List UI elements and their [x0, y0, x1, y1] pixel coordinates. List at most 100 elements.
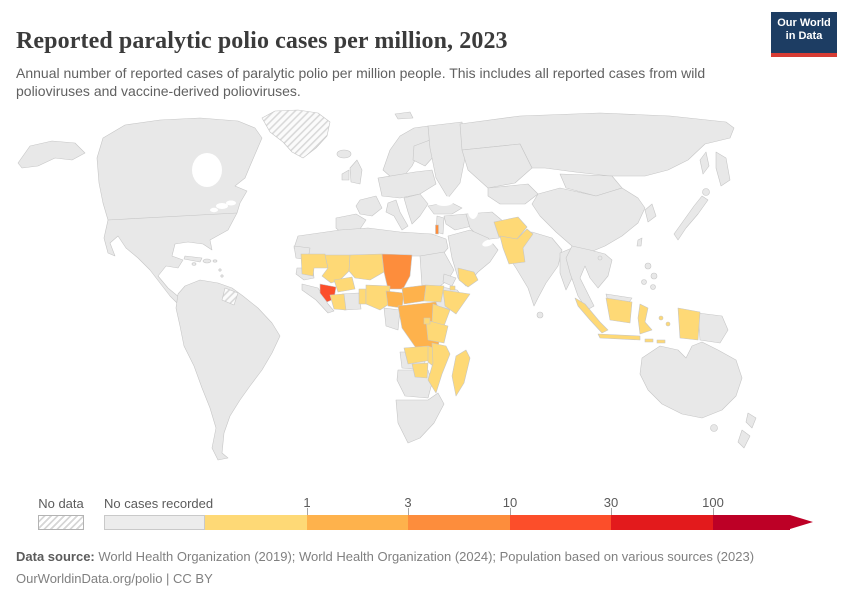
island-antilles[interactable] — [220, 274, 224, 278]
country-korea[interactable] — [644, 203, 657, 223]
country-japan[interactable] — [673, 195, 709, 241]
country-israel[interactable] — [435, 224, 439, 235]
world-map — [0, 108, 850, 488]
country-greenland[interactable] — [261, 109, 331, 159]
island-hispaniola[interactable] — [202, 258, 212, 264]
island-svalbard[interactable] — [394, 111, 414, 120]
great-lake — [210, 207, 218, 213]
country-somalia[interactable] — [442, 289, 471, 315]
country-pakistan[interactable] — [499, 228, 534, 265]
country-central-african-republic[interactable] — [401, 284, 427, 305]
country-eritrea[interactable] — [442, 273, 457, 287]
island-iceland[interactable] — [336, 149, 352, 159]
country-cote-divoire[interactable] — [329, 293, 347, 311]
legend-segment[interactable] — [205, 515, 307, 530]
footer-source-text: World Health Organization (2019); World … — [94, 549, 755, 564]
region-kamchatka[interactable] — [715, 151, 731, 187]
region-southeast-asia[interactable] — [565, 245, 613, 311]
legend-segment[interactable] — [307, 515, 408, 530]
page-title: Reported paralytic polio cases per milli… — [16, 28, 508, 55]
country-chad[interactable] — [381, 253, 413, 290]
legend-no-data-swatch[interactable] — [38, 515, 84, 530]
region-north-africa[interactable] — [293, 227, 449, 258]
country-uk[interactable] — [349, 159, 363, 185]
island-hainan[interactable] — [597, 255, 603, 261]
country-new-zealand-north[interactable] — [745, 412, 757, 429]
country-papua-new-guinea[interactable] — [697, 312, 729, 344]
island-jamaica[interactable] — [191, 262, 197, 266]
country-indonesia[interactable] — [574, 297, 701, 344]
owid-logo-line1: Our World — [777, 17, 831, 29]
country-italy[interactable] — [385, 199, 409, 231]
legend-segment[interactable] — [510, 515, 611, 530]
country-guyana[interactable] — [221, 287, 239, 306]
islands-philippines[interactable] — [641, 262, 658, 290]
region-central-asia[interactable] — [487, 183, 539, 205]
region-central-europe[interactable] — [377, 169, 437, 199]
border-line — [107, 212, 238, 221]
footer-link-line[interactable]: OurWorldinData.org/polio | CC BY — [16, 571, 213, 586]
island-hokkaido[interactable] — [702, 188, 710, 196]
country-afghanistan[interactable] — [493, 216, 528, 240]
legend-arrow — [790, 515, 813, 529]
legend-segment[interactable] — [104, 515, 205, 530]
legend-segment[interactable] — [611, 515, 713, 530]
country-mozambique[interactable] — [427, 342, 451, 394]
country-finland[interactable] — [412, 139, 435, 167]
black-sea — [434, 196, 454, 206]
country-zimbabwe[interactable] — [411, 362, 429, 379]
island-sakhalin[interactable] — [699, 151, 710, 175]
country-benin[interactable] — [358, 288, 367, 305]
country-nigeria[interactable] — [365, 284, 391, 311]
choropleth-map — [17, 109, 757, 461]
country-france[interactable] — [355, 195, 383, 217]
island-tasmania[interactable] — [710, 424, 718, 432]
region-balkans-greece[interactable] — [403, 193, 429, 225]
owid-logo-line2: in Data — [785, 30, 823, 42]
legend-bar — [104, 515, 790, 530]
country-south-africa[interactable] — [395, 392, 445, 444]
region-eastern-europe[interactable] — [427, 121, 467, 199]
legend-tick-label: 30 — [603, 495, 619, 510]
legend-tick-mark — [408, 508, 409, 515]
island-cuba[interactable] — [183, 255, 203, 263]
legend-segment[interactable] — [713, 515, 790, 530]
country-south-sudan[interactable] — [423, 284, 445, 303]
colored-countries-layer[interactable] — [221, 216, 701, 397]
legend-no-data-label: No data — [38, 496, 84, 511]
legend-tick-label: 100 — [702, 495, 724, 510]
legend-tick-label: 10 — [502, 495, 518, 510]
country-madagascar[interactable] — [451, 349, 471, 397]
owid-logo[interactable]: Our World in Data — [771, 12, 837, 57]
persian-gulf — [482, 239, 494, 247]
country-australia[interactable] — [639, 341, 743, 419]
great-lake — [216, 203, 228, 209]
country-alaska[interactable] — [17, 140, 86, 169]
country-mauritania[interactable] — [300, 253, 329, 277]
footer: Data source: World Health Organization (… — [16, 546, 796, 590]
country-djibouti[interactable] — [449, 285, 456, 291]
region-gabon-congo[interactable] — [383, 307, 401, 331]
island-puerto-rico[interactable] — [212, 259, 218, 263]
country-ireland[interactable] — [341, 169, 350, 181]
landmass-north-america[interactable] — [96, 117, 263, 305]
country-china[interactable] — [531, 187, 646, 254]
island-sri-lanka[interactable] — [536, 311, 544, 319]
country-burundi[interactable] — [423, 317, 431, 325]
legend-tick-label: 3 — [404, 495, 412, 510]
footer-source-label: Data source: — [16, 549, 95, 564]
legend-segment[interactable] — [408, 515, 510, 530]
legend-tick-mark — [713, 508, 714, 515]
country-yemen[interactable] — [457, 267, 479, 288]
region-levant-iraq[interactable] — [443, 213, 473, 231]
legend-tick-mark — [307, 508, 308, 515]
landmass-south-america[interactable] — [175, 279, 281, 461]
country-kazakhstan[interactable] — [461, 143, 533, 189]
country-new-zealand-south[interactable] — [737, 429, 751, 449]
island-taiwan[interactable] — [636, 237, 643, 247]
island-antilles[interactable] — [218, 268, 222, 272]
country-niger[interactable] — [348, 253, 385, 281]
country-tanzania[interactable] — [425, 319, 449, 344]
region-sierra-leone-liberia[interactable] — [301, 283, 335, 314]
country-burkina-faso[interactable] — [333, 276, 356, 293]
